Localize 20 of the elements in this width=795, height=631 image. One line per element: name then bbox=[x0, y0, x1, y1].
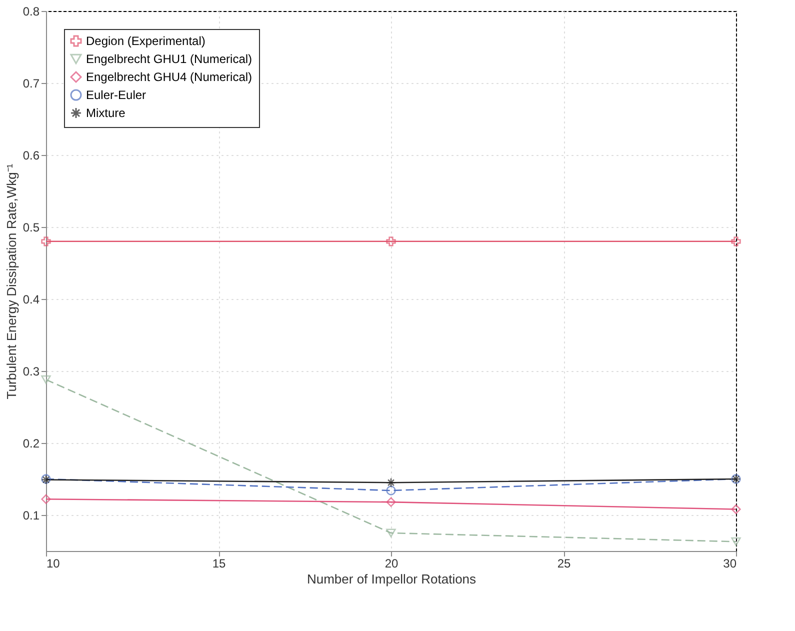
legend-label: Euler-Euler bbox=[86, 88, 146, 102]
y-tick-label: 0.7 bbox=[22, 76, 40, 90]
y-tick-label: 0.3 bbox=[22, 364, 40, 378]
y-tick-label: 0.4 bbox=[22, 292, 40, 306]
x-tick-label: 15 bbox=[212, 556, 226, 570]
y-tick-label: 0.8 bbox=[22, 4, 40, 18]
x-axis-title: Number of Impellor Rotations bbox=[306, 572, 477, 586]
legend-label: Mixture bbox=[86, 106, 126, 120]
legend-label: Engelbrecht GHU1 (Numerical) bbox=[86, 52, 252, 66]
y-tick-label: 0.6 bbox=[22, 148, 40, 162]
x-tick-label: 20 bbox=[384, 556, 398, 570]
y-axis-title: Turbulent Energy Dissipation Rate,Wkg⁻¹ bbox=[4, 163, 19, 400]
y-tick-label: 0.1 bbox=[22, 508, 40, 522]
x-tick-label: 30 bbox=[723, 556, 737, 570]
legend-label: Engelbrecht GHU4 (Numerical) bbox=[86, 70, 252, 84]
y-tick-label: 0.2 bbox=[22, 436, 40, 450]
y-tick-label: 0.5 bbox=[22, 220, 40, 234]
legend-label: Degion (Experimental) bbox=[86, 34, 206, 48]
x-tick-label: 25 bbox=[557, 556, 571, 570]
x-tick-label: 10 bbox=[46, 556, 60, 570]
